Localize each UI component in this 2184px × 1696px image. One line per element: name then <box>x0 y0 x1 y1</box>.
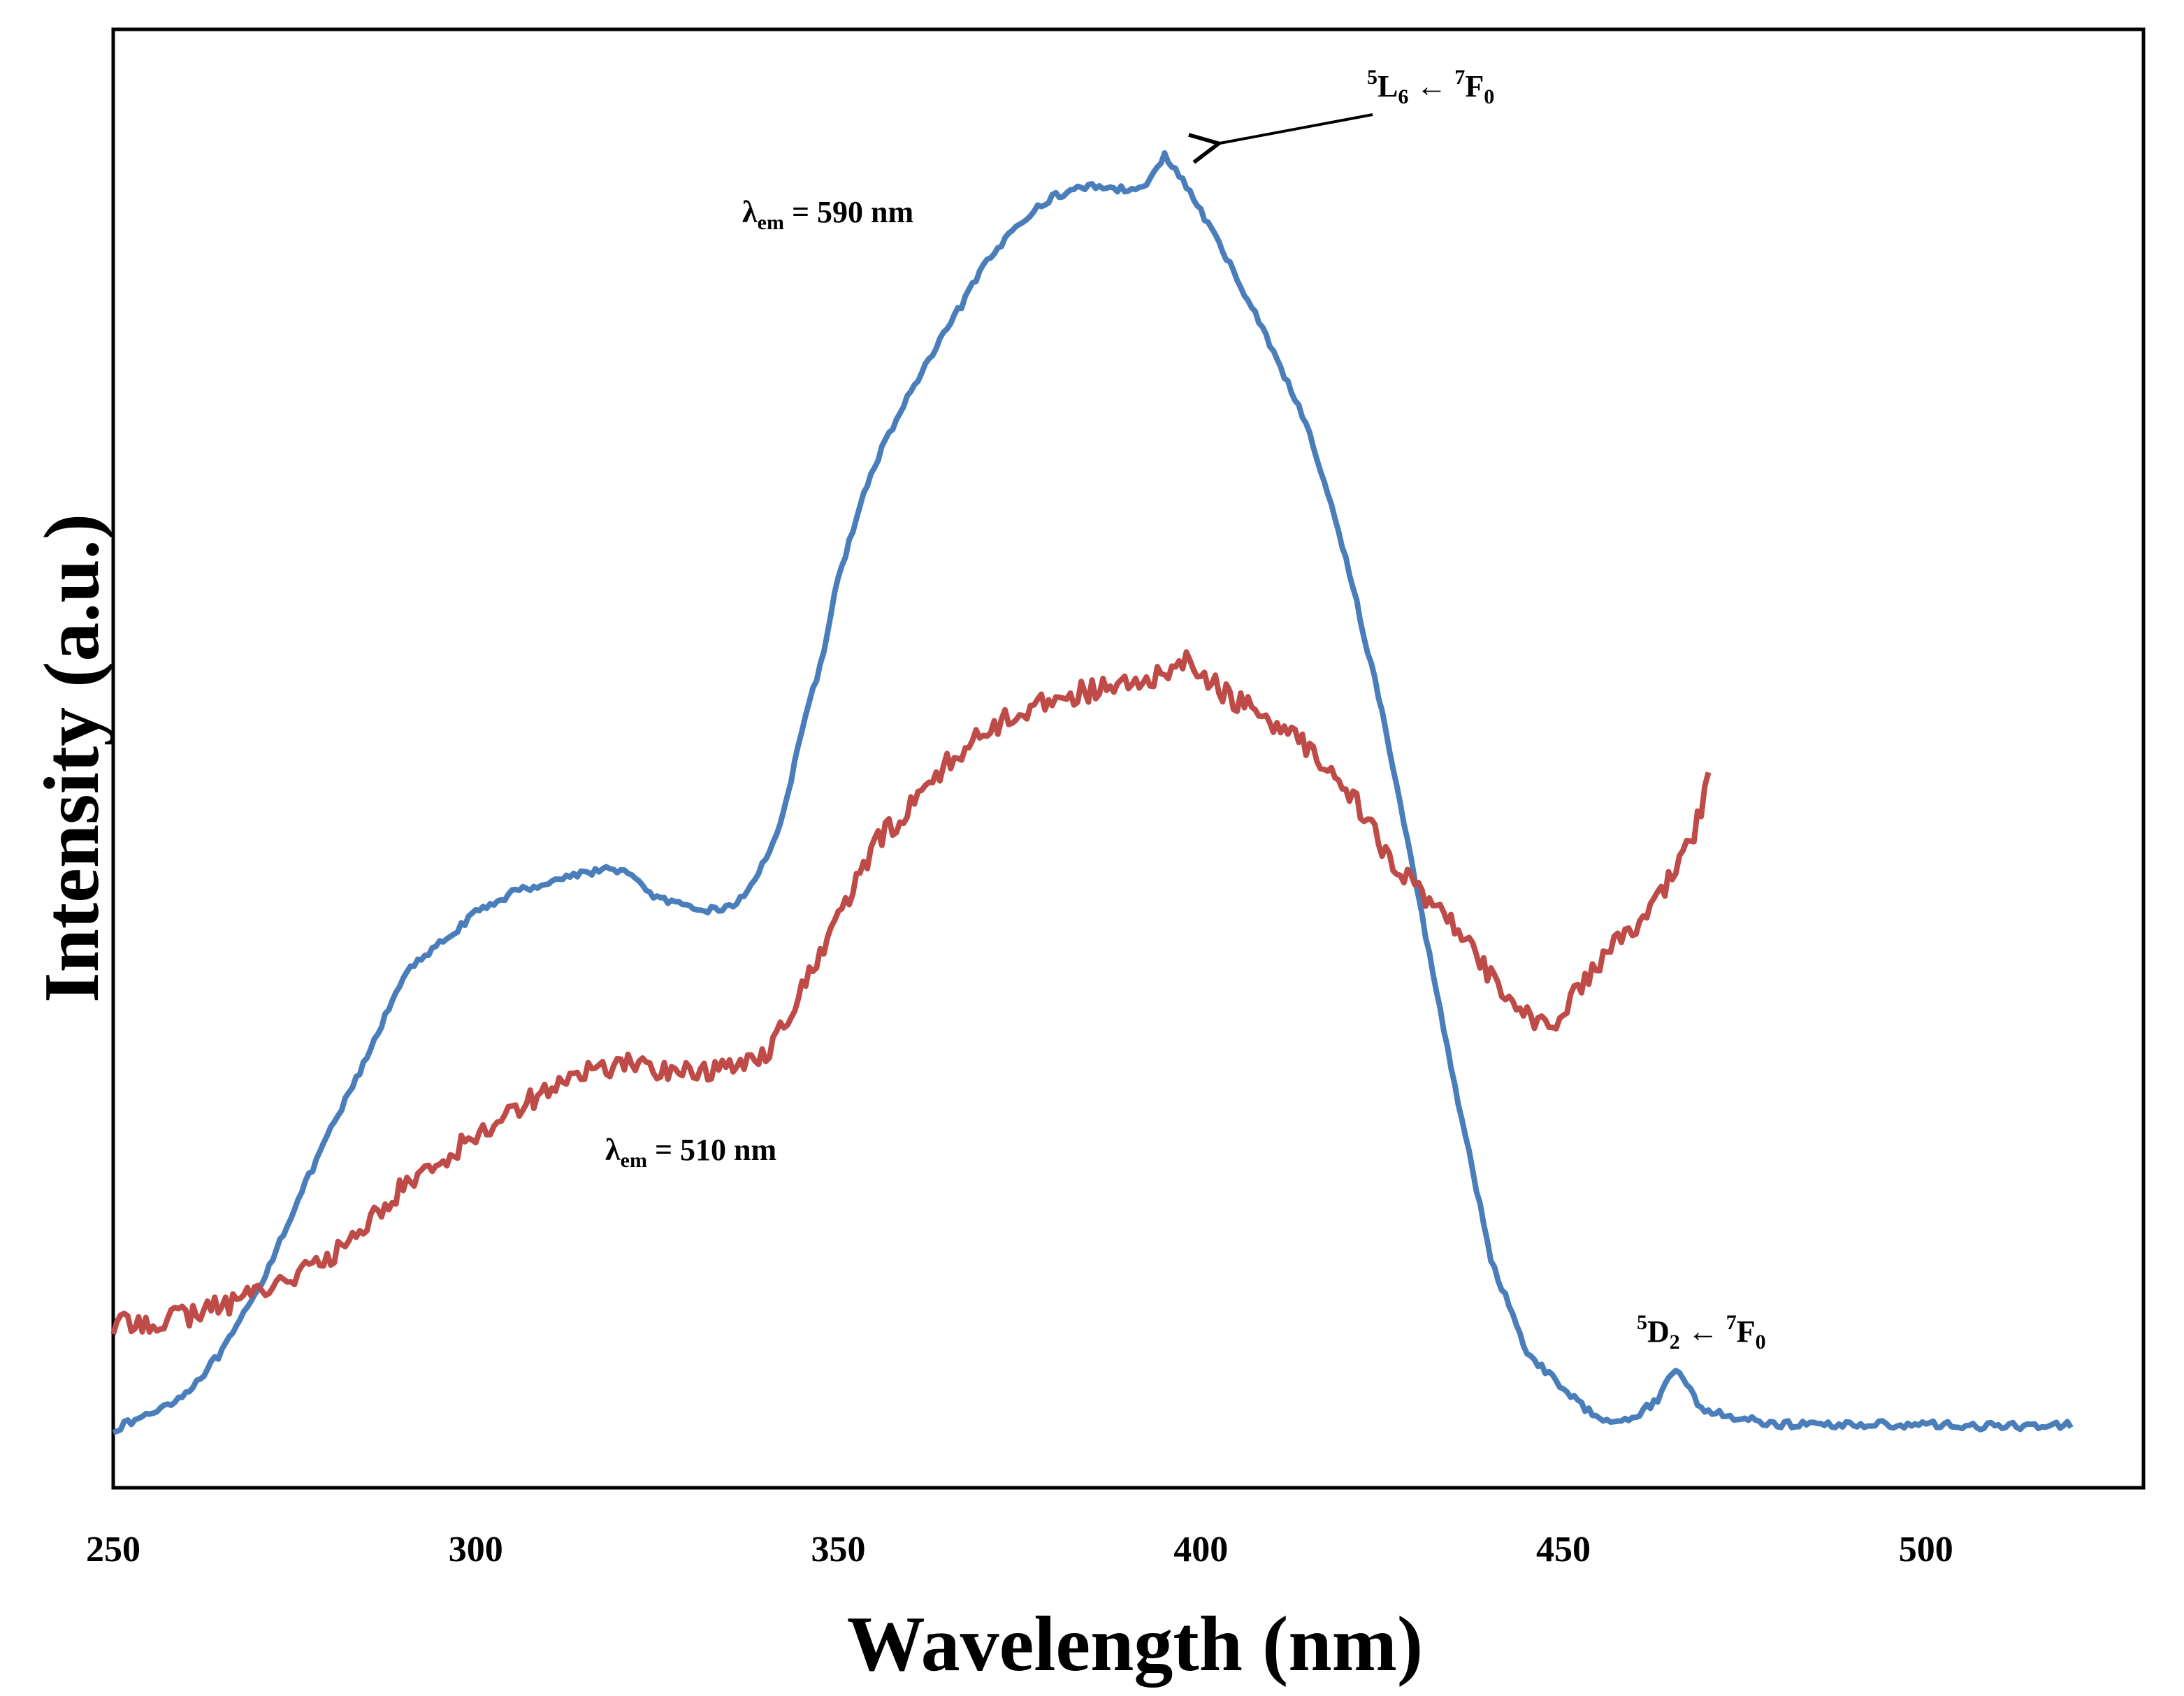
y-axis-title: Intensity (a.u.) <box>29 514 115 1003</box>
term-F: F <box>1465 69 1484 103</box>
blue-series-label: λem = 590 nm <box>742 195 913 234</box>
series-line-590nm <box>112 150 2074 1435</box>
x-axis-tick-labels: 250 300 350 400 450 500 <box>86 1530 1953 1570</box>
x-tick-label: 450 <box>1536 1530 1591 1570</box>
peak-pointer-arrow <box>1216 113 1373 144</box>
series-line-510nm <box>110 649 1712 1335</box>
label-value: = 590 nm <box>784 195 913 229</box>
sub-2: 2 <box>1670 1331 1680 1354</box>
red-series-label: λem = 510 nm <box>605 1133 776 1172</box>
transition-arrow: ← <box>1680 1314 1726 1349</box>
x-tick-label: 350 <box>811 1530 866 1570</box>
peak-annotation-5D2: 5D2 ← 7F0 <box>1637 1311 1766 1354</box>
x-tick-label: 300 <box>449 1530 503 1570</box>
sub-0: 0 <box>1756 1331 1766 1354</box>
label-subscript: em <box>621 1149 647 1172</box>
x-tick-label: 250 <box>86 1530 140 1570</box>
term-F: F <box>1737 1314 1756 1349</box>
sub-6: 6 <box>1398 85 1408 108</box>
plot-area-frame <box>111 27 2146 1490</box>
label-value: = 510 nm <box>647 1133 776 1167</box>
x-axis-title: Wavelength (nm) <box>847 1601 1423 1688</box>
x-tick-label: 400 <box>1173 1530 1228 1570</box>
term-D: D <box>1647 1314 1670 1349</box>
sup-7: 7 <box>1726 1311 1737 1334</box>
series-group <box>110 150 2074 1435</box>
lambda-symbol: λ <box>605 1133 621 1167</box>
x-tick-label: 500 <box>1899 1530 1953 1570</box>
peak-annotation-5L6: 5L6 ← 7F0 <box>1367 66 1494 108</box>
sup-5: 5 <box>1367 66 1377 89</box>
sup-5: 5 <box>1637 1311 1647 1334</box>
label-subscript: em <box>758 211 784 234</box>
transition-arrow: ← <box>1408 69 1454 103</box>
lambda-symbol: λ <box>742 195 758 229</box>
sup-7: 7 <box>1454 66 1465 89</box>
term-L: L <box>1377 69 1398 103</box>
sub-0: 0 <box>1484 85 1494 108</box>
